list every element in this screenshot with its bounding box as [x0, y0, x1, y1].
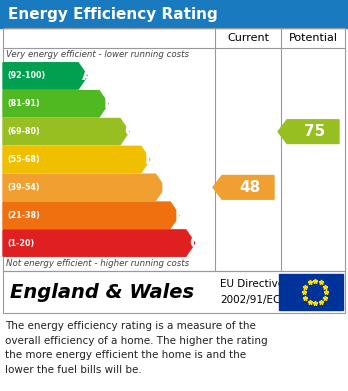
Text: 75: 75	[304, 124, 326, 139]
Text: 48: 48	[239, 180, 261, 195]
Text: Current: Current	[227, 33, 269, 43]
Text: The energy efficiency rating is a measure of the
overall efficiency of a home. T: The energy efficiency rating is a measur…	[5, 321, 268, 375]
Bar	[3, 28, 345, 271]
Text: A: A	[82, 68, 94, 83]
Polygon shape	[3, 118, 129, 145]
Text: G: G	[190, 235, 202, 251]
Text: B: B	[103, 96, 115, 111]
Polygon shape	[3, 146, 150, 173]
Bar	[279, 274, 343, 310]
Text: England & Wales: England & Wales	[10, 283, 194, 301]
Text: C: C	[125, 124, 136, 139]
Text: (21-38): (21-38)	[7, 211, 40, 220]
Polygon shape	[3, 174, 165, 201]
Polygon shape	[278, 120, 339, 143]
Polygon shape	[3, 230, 195, 256]
Text: D: D	[145, 152, 157, 167]
Polygon shape	[3, 63, 87, 89]
Text: F: F	[175, 208, 185, 223]
Bar	[3, 271, 345, 313]
Text: (39-54): (39-54)	[7, 183, 40, 192]
Text: (81-91): (81-91)	[7, 99, 40, 108]
Text: Very energy efficient - lower running costs: Very energy efficient - lower running co…	[6, 50, 189, 59]
Text: (92-100): (92-100)	[7, 72, 45, 81]
Text: EU Directive: EU Directive	[220, 280, 284, 289]
Text: (69-80): (69-80)	[7, 127, 40, 136]
Text: Not energy efficient - higher running costs: Not energy efficient - higher running co…	[6, 260, 189, 269]
Text: (55-68): (55-68)	[7, 155, 40, 164]
Text: (1-20): (1-20)	[7, 239, 34, 248]
Polygon shape	[3, 202, 179, 228]
Text: Energy Efficiency Rating: Energy Efficiency Rating	[8, 7, 218, 22]
Text: 2002/91/EC: 2002/91/EC	[220, 294, 280, 305]
Text: Potential: Potential	[288, 33, 338, 43]
Polygon shape	[213, 176, 274, 199]
Text: E: E	[160, 180, 171, 195]
Bar	[0, 0, 348, 28]
Polygon shape	[3, 91, 108, 117]
